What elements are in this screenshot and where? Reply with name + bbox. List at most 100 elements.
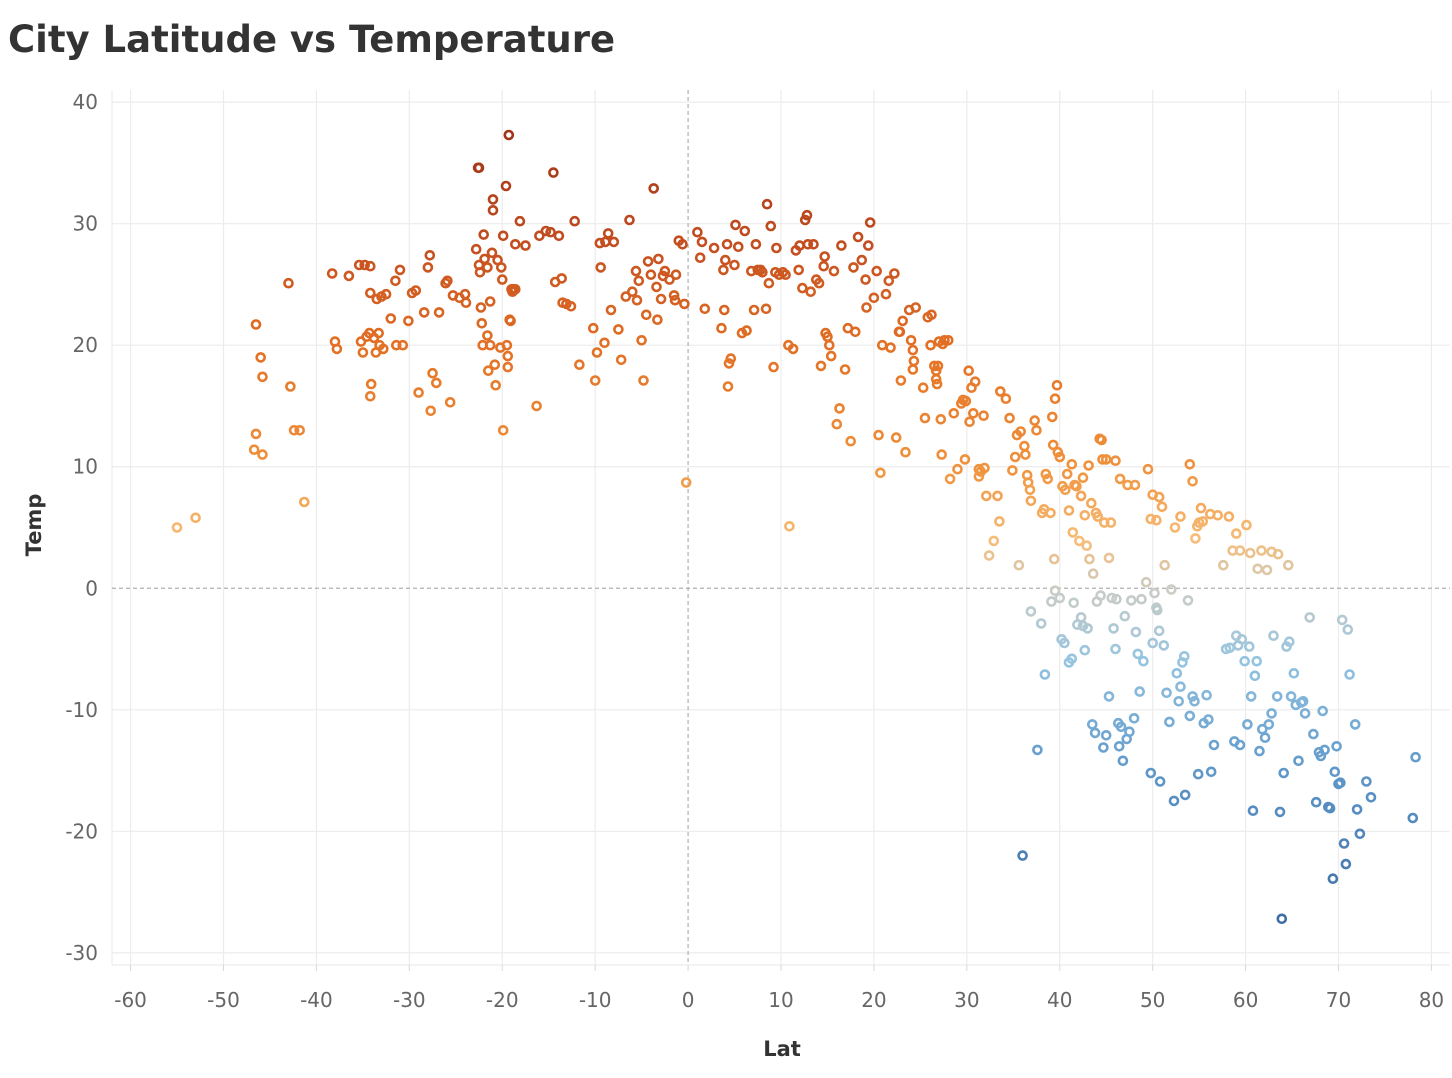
data-point bbox=[852, 231, 864, 243]
data-point bbox=[1079, 644, 1091, 656]
data-point bbox=[745, 265, 757, 277]
data-point bbox=[1132, 648, 1144, 660]
data-point bbox=[1142, 463, 1154, 475]
data-point bbox=[935, 413, 947, 425]
data-point bbox=[1089, 727, 1101, 739]
data-point bbox=[1110, 455, 1121, 467]
data-point bbox=[1201, 689, 1212, 701]
data-point bbox=[696, 236, 708, 248]
data-point bbox=[939, 334, 950, 346]
data-point bbox=[992, 490, 1003, 502]
data-point bbox=[1017, 850, 1028, 861]
data-point bbox=[1354, 828, 1366, 840]
data-point bbox=[444, 396, 456, 408]
data-point bbox=[1082, 623, 1093, 634]
data-point bbox=[648, 183, 660, 194]
x-axis-ticks: -60 -50 -40 -30 -20 -10 0 10 20 30 40 50 60 70 80 bbox=[114, 965, 1444, 1012]
data-point bbox=[699, 303, 711, 315]
y-tick-label: 20 bbox=[73, 333, 98, 357]
data-point bbox=[1351, 804, 1363, 815]
data-point bbox=[1092, 511, 1104, 522]
data-point bbox=[1249, 670, 1261, 682]
data-point bbox=[364, 287, 376, 299]
x-tick-label: 80 bbox=[1419, 988, 1444, 1012]
data-point bbox=[422, 262, 434, 273]
data-point bbox=[1100, 454, 1112, 465]
data-point bbox=[1153, 625, 1165, 637]
data-point bbox=[613, 324, 624, 335]
data-point bbox=[1047, 439, 1059, 451]
y-tick-label: -20 bbox=[65, 819, 98, 843]
data-point bbox=[569, 215, 581, 227]
data-point bbox=[668, 290, 680, 301]
data-point bbox=[1059, 637, 1070, 649]
data-point bbox=[283, 277, 294, 289]
data-point bbox=[1042, 473, 1053, 485]
data-point bbox=[1274, 806, 1286, 818]
data-point bbox=[787, 343, 799, 355]
data-point bbox=[718, 304, 730, 316]
data-point bbox=[1077, 472, 1089, 484]
data-point bbox=[763, 277, 775, 289]
data-point bbox=[750, 239, 762, 250]
data-point bbox=[1349, 719, 1361, 730]
data-point bbox=[1319, 744, 1330, 756]
data-point bbox=[1203, 714, 1214, 725]
data-point bbox=[502, 361, 514, 373]
data-point bbox=[760, 303, 772, 315]
data-point bbox=[397, 339, 409, 351]
data-point bbox=[1060, 484, 1071, 496]
x-tick-label: 20 bbox=[861, 988, 886, 1012]
data-point bbox=[861, 302, 872, 313]
data-point bbox=[813, 277, 825, 289]
data-point bbox=[1173, 695, 1184, 707]
data-point bbox=[1278, 767, 1289, 779]
data-point bbox=[718, 264, 729, 276]
data-point bbox=[1145, 513, 1157, 525]
data-point bbox=[1195, 502, 1207, 514]
data-point bbox=[808, 239, 819, 250]
data-point bbox=[331, 343, 343, 355]
data-point bbox=[1342, 624, 1354, 635]
data-point bbox=[1175, 681, 1186, 693]
data-point bbox=[908, 355, 920, 367]
data-point bbox=[1054, 451, 1066, 463]
data-point bbox=[364, 390, 376, 402]
data-point bbox=[298, 496, 310, 508]
data-point bbox=[514, 215, 526, 227]
data-point bbox=[868, 292, 880, 304]
data-point bbox=[1110, 643, 1121, 655]
data-point bbox=[1254, 745, 1265, 757]
data-point bbox=[1075, 612, 1087, 623]
data-point bbox=[1049, 585, 1061, 597]
data-point bbox=[1047, 411, 1058, 423]
data-point bbox=[1136, 593, 1147, 605]
data-point bbox=[257, 371, 268, 383]
data-point bbox=[1299, 708, 1311, 719]
y-tick-label: 40 bbox=[73, 90, 98, 114]
data-point bbox=[1035, 618, 1047, 629]
data-point bbox=[1114, 473, 1126, 485]
data-point bbox=[1113, 740, 1125, 752]
data-point bbox=[978, 410, 989, 422]
data-point bbox=[719, 254, 731, 266]
data-point bbox=[1098, 742, 1109, 753]
data-point bbox=[602, 228, 614, 239]
data-point bbox=[1344, 669, 1355, 680]
data-point bbox=[531, 400, 542, 412]
data-point bbox=[1124, 726, 1135, 738]
data-point bbox=[875, 467, 886, 479]
data-point bbox=[1031, 424, 1042, 436]
data-point bbox=[994, 516, 1005, 527]
data-point bbox=[1045, 507, 1056, 519]
data-point bbox=[1029, 415, 1040, 426]
data-point bbox=[905, 334, 917, 346]
data-point bbox=[959, 454, 971, 465]
data-point bbox=[1061, 468, 1073, 480]
data-point bbox=[930, 365, 942, 377]
data-point bbox=[1223, 511, 1235, 522]
data-point bbox=[1066, 653, 1078, 665]
data-point bbox=[1020, 449, 1031, 460]
data-point bbox=[487, 194, 499, 205]
data-point bbox=[1259, 732, 1271, 744]
